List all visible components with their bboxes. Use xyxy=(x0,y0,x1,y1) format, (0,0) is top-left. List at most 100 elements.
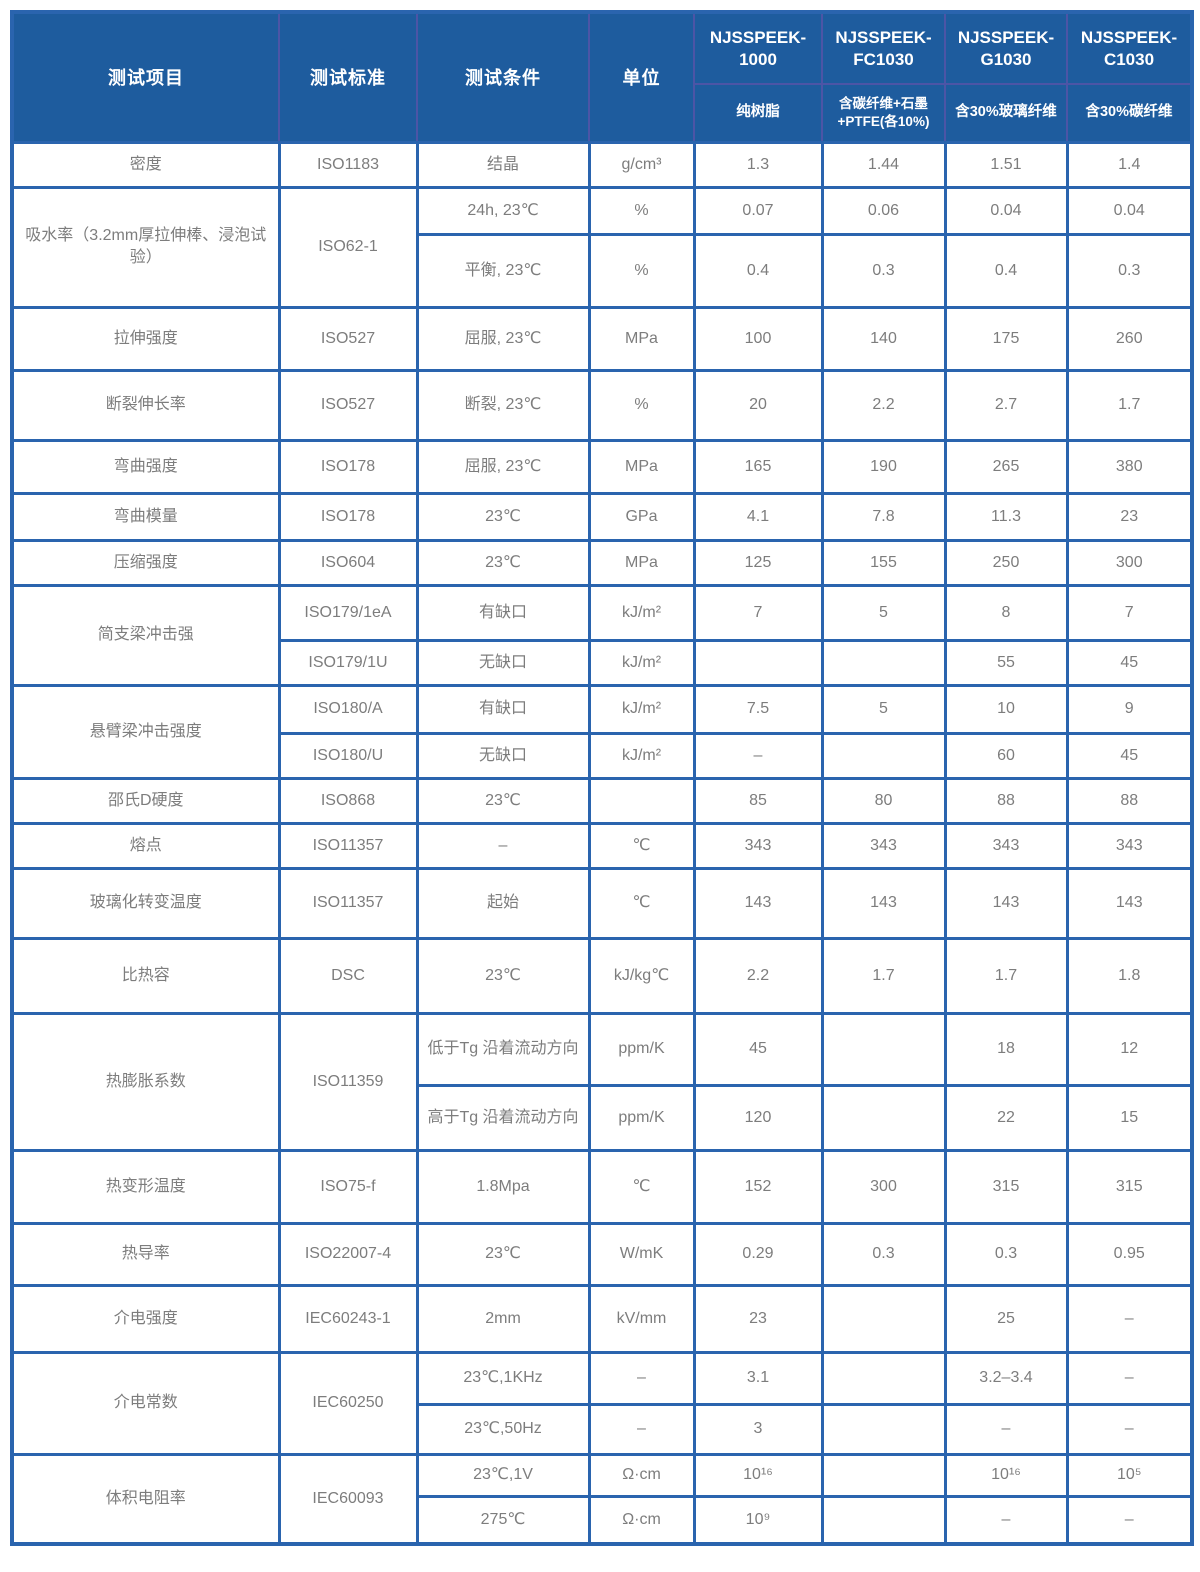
cell-value: 88 xyxy=(943,776,1069,825)
cell-condition: 有缺口 xyxy=(415,583,591,642)
cell-unit: % xyxy=(587,185,696,236)
cell-unit: ppm/K xyxy=(587,1083,696,1152)
cell-value: 5 xyxy=(820,683,947,735)
cell-item: 弯曲强度 xyxy=(10,438,281,495)
cell-value: 0.07 xyxy=(692,185,824,236)
cell-value: 12 xyxy=(1065,1011,1194,1087)
cell-item: 介电强度 xyxy=(10,1283,281,1354)
cell-condition: 24h, 23℃ xyxy=(415,185,591,236)
cell-standard: ISO62-1 xyxy=(277,185,419,309)
table-row-cte-below-tg: 热膨胀系数 ISO11359 低于Tg 沿着流动方向 ppm/K 45 18 1… xyxy=(10,1011,1194,1152)
cell-item: 悬臂梁冲击强度 xyxy=(10,683,281,780)
cell-value: 10⁵ xyxy=(1065,1452,1194,1498)
cell-condition: 屈服, 23℃ xyxy=(415,305,591,372)
cell-unit: g/cm³ xyxy=(587,140,696,189)
cell-value: 315 xyxy=(943,1148,1069,1225)
cell-condition: 屈服, 23℃ xyxy=(415,438,591,495)
cell-unit: ℃ xyxy=(587,866,696,940)
cell-value: 7.8 xyxy=(820,491,947,542)
cell-item: 简支梁冲击强 xyxy=(10,583,281,687)
cell-value: 45 xyxy=(692,1011,824,1087)
cell-value: 18 xyxy=(943,1011,1069,1087)
cell-value: 88 xyxy=(1065,776,1194,825)
table-header: 测试项目 测试标准 测试条件 单位 NJSSPEEK- 1000 NJSSPEE… xyxy=(11,11,1193,143)
cell-value: 143 xyxy=(943,866,1069,940)
cell-value: 143 xyxy=(692,866,824,940)
cell-condition: 起始 xyxy=(415,866,591,940)
cell-standard: ISO178 xyxy=(277,438,419,495)
cell-item: 熔点 xyxy=(10,821,281,870)
table-row-specific-heat: 比热容 DSC 23℃ kJ/kg℃ 2.2 1.7 1.7 1.8 xyxy=(10,936,1194,1015)
cell-value: 10¹⁶ xyxy=(692,1452,824,1498)
cell-condition: 无缺口 xyxy=(415,638,591,687)
cell-value: 20 xyxy=(692,368,824,442)
cell-item: 介电常数 xyxy=(10,1350,281,1456)
cell-unit: MPa xyxy=(587,438,696,495)
table-row-heat-deflection-temp: 热变形温度 ISO75-f 1.8Mpa ℃ 152 300 315 315 xyxy=(10,1148,1194,1225)
cell-value: 0.29 xyxy=(692,1221,824,1287)
cell-value: 143 xyxy=(1065,866,1194,940)
cell-unit: ℃ xyxy=(587,821,696,870)
cell-value: 143 xyxy=(820,866,947,940)
cell-unit: – xyxy=(587,1402,696,1456)
cell-condition: 无缺口 xyxy=(415,731,591,780)
cell-condition: 23℃ xyxy=(415,538,591,587)
cell-unit: kJ/m² xyxy=(587,731,696,780)
cell-value: 8 xyxy=(943,583,1069,642)
cell-condition: 1.8Mpa xyxy=(415,1148,591,1225)
cell-unit: Ω·cm xyxy=(587,1494,696,1546)
cell-value: 125 xyxy=(692,538,824,587)
cell-value: 1.44 xyxy=(820,140,947,189)
cell-unit: kJ/m² xyxy=(587,683,696,735)
header-unit: 单位 xyxy=(588,11,695,143)
header-desc-cf-graphite-ptfe: 含碳纤维+石墨 +PTFE(各10%) xyxy=(821,83,946,143)
cell-item: 邵氏D硬度 xyxy=(10,776,281,825)
header-product-njsspeek-1000: NJSSPEEK- 1000 xyxy=(693,11,823,85)
cell-value: 4.1 xyxy=(692,491,824,542)
cell-value: 80 xyxy=(820,776,947,825)
cell-value xyxy=(820,1011,947,1087)
cell-standard: ISO527 xyxy=(277,305,419,372)
cell-standard: IEC60243-1 xyxy=(277,1283,419,1354)
cell-standard: ISO75-f xyxy=(277,1148,419,1225)
cell-value: 15 xyxy=(1065,1083,1194,1152)
cell-value: 380 xyxy=(1065,438,1194,495)
cell-value: 3.1 xyxy=(692,1350,824,1406)
cell-value: 1.7 xyxy=(820,936,947,1015)
cell-standard: ISO868 xyxy=(277,776,419,825)
cell-standard: ISO11357 xyxy=(277,821,419,870)
cell-condition: 23℃ xyxy=(415,1221,591,1287)
cell-value xyxy=(820,1452,947,1498)
cell-standard: ISO527 xyxy=(277,368,419,442)
header-test-condition: 测试条件 xyxy=(416,11,590,143)
table-row-flexural-strength: 弯曲强度 ISO178 屈服, 23℃ MPa 165 190 265 380 xyxy=(10,438,1194,495)
table-row-flexural-modulus: 弯曲模量 ISO178 23℃ GPa 4.1 7.8 11.3 23 xyxy=(10,491,1194,542)
header-desc-pure-resin: 纯树脂 xyxy=(693,83,823,143)
cell-value: 9 xyxy=(1065,683,1194,735)
cell-standard: IEC60250 xyxy=(277,1350,419,1456)
cell-value: 11.3 xyxy=(943,491,1069,542)
cell-item: 拉伸强度 xyxy=(10,305,281,372)
header-test-standard: 测试标准 xyxy=(278,11,418,143)
cell-value: 175 xyxy=(943,305,1069,372)
cell-value: 23 xyxy=(1065,491,1194,542)
header-product-njsspeek-g1030: NJSSPEEK- G1030 xyxy=(944,11,1068,85)
header-product-njsspeek-c1030: NJSSPEEK- C1030 xyxy=(1066,11,1193,85)
cell-value: 0.3 xyxy=(820,232,947,309)
cell-standard: ISO179/1eA xyxy=(277,583,419,642)
cell-condition: 高于Tg 沿着流动方向 xyxy=(415,1083,591,1152)
cell-value: 10 xyxy=(943,683,1069,735)
cell-value: 300 xyxy=(820,1148,947,1225)
cell-condition: 23℃ xyxy=(415,776,591,825)
cell-value: – xyxy=(943,1494,1069,1546)
cell-condition: 平衡, 23℃ xyxy=(415,232,591,309)
cell-unit: kJ/m² xyxy=(587,583,696,642)
header-product-njsspeek-fc1030: NJSSPEEK- FC1030 xyxy=(821,11,946,85)
cell-value: 0.3 xyxy=(1065,232,1194,309)
cell-value: 1.4 xyxy=(1065,140,1194,189)
cell-value: 1.7 xyxy=(1065,368,1194,442)
cell-unit: % xyxy=(587,232,696,309)
cell-value xyxy=(820,731,947,780)
cell-value: 250 xyxy=(943,538,1069,587)
table-row-dielectric-constant-1khz: 介电常数 IEC60250 23℃,1KHz – 3.1 3.2–3.4 – xyxy=(10,1350,1194,1456)
